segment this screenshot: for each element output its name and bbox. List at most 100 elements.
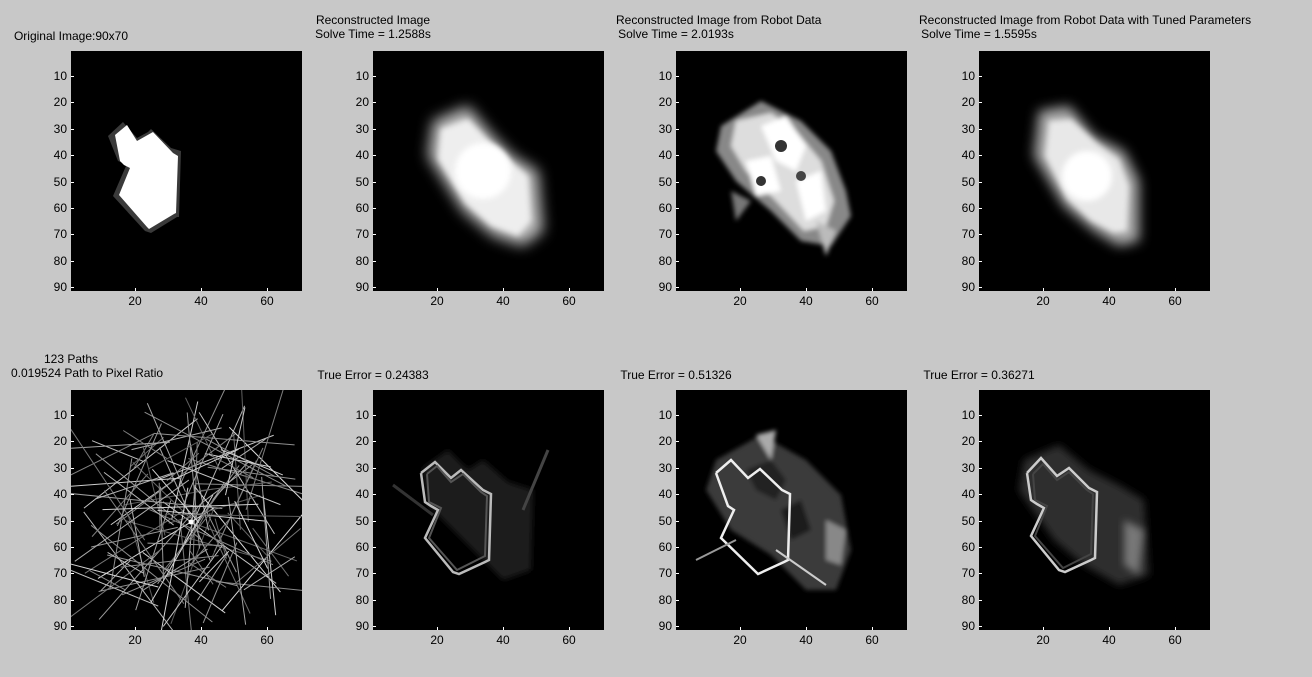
path-line: [220, 449, 284, 476]
y-tick-mark: [71, 599, 74, 601]
panel-title: Reconstructed Image from Robot Data with…: [919, 13, 1251, 41]
path-line: [91, 440, 144, 462]
x-tick-mark: [1109, 627, 1110, 630]
x-tick-label: 20: [1036, 633, 1050, 647]
x-tick-label: 60: [1168, 633, 1182, 647]
path-line: [153, 432, 295, 446]
path-line: [245, 390, 284, 511]
y-tick-mark: [373, 102, 376, 104]
error-noisy-plot: [676, 390, 907, 630]
y-tick-mark: [676, 494, 679, 496]
path-line: [83, 418, 198, 509]
x-tick-label: 20: [733, 294, 747, 308]
original-image-plot: [71, 51, 302, 291]
paths-plot: [71, 390, 302, 630]
path-line: [98, 503, 202, 620]
y-tick-label: 40: [961, 148, 975, 163]
y-tick-label: 80: [355, 592, 369, 607]
y-tick-mark: [71, 415, 74, 416]
y-tick-mark: [979, 260, 982, 262]
x-tick-label: 40: [496, 294, 510, 308]
y-tick-mark: [373, 547, 376, 548]
y-tick-label: 10: [355, 69, 369, 83]
x-tick-mark: [267, 288, 268, 291]
path-line: [103, 471, 174, 526]
y-tick-mark: [71, 547, 74, 548]
y-tick-label: 60: [53, 201, 67, 215]
path-line: [198, 412, 275, 535]
path-line: [212, 461, 249, 501]
y-tick-label: 60: [355, 201, 369, 215]
x-tick-mark: [1043, 627, 1044, 630]
panel-title: Reconstructed Image Solve Time = 1.2588s: [313, 13, 433, 41]
y-tick-label: 20: [961, 434, 975, 449]
x-tick-label: 20: [430, 294, 444, 308]
panel-title: Reconstructed Image from Robot Data Solv…: [616, 13, 822, 41]
path-line: [150, 494, 214, 603]
x-tick-mark: [437, 288, 438, 291]
y-tick-label: 90: [53, 280, 67, 295]
y-tick-mark: [373, 208, 376, 209]
y-tick-label: 20: [53, 95, 67, 110]
y-tick-label: 40: [53, 487, 67, 502]
y-tick-label: 30: [53, 121, 67, 136]
x-tick-label: 20: [128, 633, 142, 647]
path-line: [185, 397, 221, 471]
x-tick-label: 60: [562, 633, 576, 647]
y-tick-label: 60: [658, 201, 672, 215]
path-line: [179, 405, 246, 552]
path-line: [146, 403, 186, 492]
y-tick-mark: [373, 234, 376, 236]
y-tick-label: 30: [658, 460, 672, 475]
y-tick-mark: [71, 234, 74, 236]
panel-title-line1: Reconstructed Image from Robot Data: [616, 13, 822, 27]
path-line: [89, 570, 127, 591]
y-tick-label: 90: [961, 280, 975, 295]
y-tick-mark: [979, 208, 982, 209]
path-line: [187, 518, 231, 568]
path-line: [186, 412, 200, 549]
path-line: [168, 494, 261, 524]
x-tick-mark: [569, 288, 570, 291]
y-tick-label: 30: [658, 121, 672, 136]
y-tick-label: 70: [961, 566, 975, 581]
y-tick-label: 40: [53, 148, 67, 163]
y-tick-label: 60: [658, 540, 672, 554]
y-tick-mark: [676, 208, 679, 209]
y-tick-label: 10: [53, 408, 67, 422]
y-tick-mark: [373, 415, 376, 416]
y-tick-label: 10: [658, 69, 672, 83]
x-tick-mark: [872, 627, 873, 630]
path-line: [91, 526, 178, 548]
y-tick-mark: [71, 467, 74, 469]
y-tick-mark: [676, 155, 679, 157]
x-tick-mark: [201, 288, 202, 291]
y-tick-mark: [676, 415, 679, 416]
y-tick-mark: [373, 76, 376, 77]
y-tick-label: 50: [961, 513, 975, 528]
y-tick-mark: [676, 547, 679, 548]
y-tick-label: 80: [355, 253, 369, 268]
path-line: [261, 476, 272, 599]
y-tick-mark: [676, 467, 679, 469]
y-tick-mark: [979, 76, 982, 77]
path-line: [170, 507, 215, 624]
x-tick-mark: [1043, 288, 1044, 291]
x-tick-mark: [1175, 288, 1176, 291]
y-tick-label: 50: [961, 174, 975, 189]
path-line: [158, 482, 161, 531]
path-line: [107, 551, 144, 574]
y-tick-mark: [676, 128, 679, 130]
error-tuned-plot: [979, 390, 1210, 630]
y-tick-mark: [676, 599, 679, 601]
y-tick-mark: [373, 599, 376, 601]
path-line: [213, 447, 264, 553]
y-tick-mark: [71, 441, 74, 443]
x-tick-label: 60: [865, 633, 879, 647]
y-tick-mark: [979, 287, 982, 289]
y-tick-label: 70: [355, 566, 369, 581]
path-line: [120, 555, 219, 568]
panel-title: 123 Paths 0.019524 Path to Pixel Ratio: [11, 352, 163, 380]
y-tick-label: 80: [658, 592, 672, 607]
path-line: [171, 448, 239, 482]
